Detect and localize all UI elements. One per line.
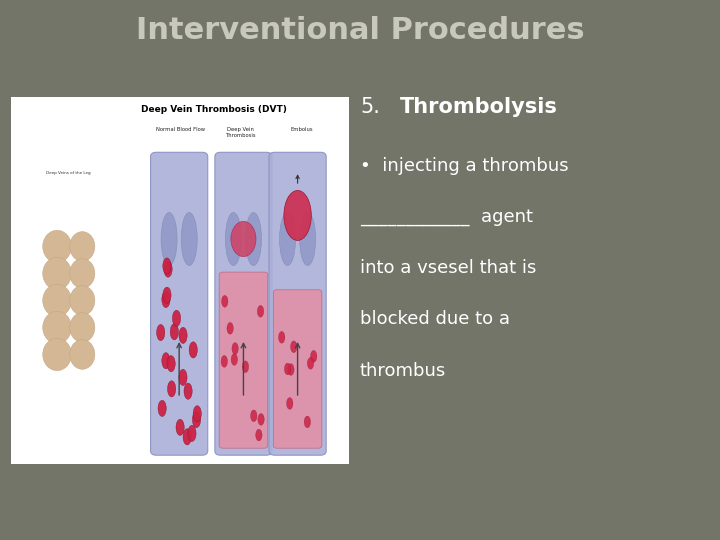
Ellipse shape (70, 259, 95, 288)
Ellipse shape (221, 355, 228, 367)
Ellipse shape (70, 340, 95, 369)
Ellipse shape (284, 191, 311, 240)
Ellipse shape (231, 354, 238, 366)
Ellipse shape (70, 313, 95, 342)
Text: Deep Vein
Thrombosis: Deep Vein Thrombosis (225, 127, 256, 138)
Ellipse shape (307, 357, 314, 369)
Ellipse shape (232, 343, 238, 354)
Ellipse shape (300, 213, 315, 266)
Ellipse shape (193, 406, 202, 422)
Ellipse shape (257, 306, 264, 317)
Text: Embolus: Embolus (290, 127, 313, 132)
Ellipse shape (304, 416, 310, 428)
Ellipse shape (42, 257, 71, 289)
Ellipse shape (184, 383, 192, 399)
Ellipse shape (227, 322, 233, 334)
FancyBboxPatch shape (274, 290, 322, 448)
Ellipse shape (192, 411, 201, 428)
FancyBboxPatch shape (215, 152, 272, 455)
Ellipse shape (284, 363, 291, 375)
Text: •  injecting a thrombus: • injecting a thrombus (360, 157, 569, 174)
Ellipse shape (167, 355, 175, 372)
Ellipse shape (179, 327, 187, 343)
Ellipse shape (42, 284, 71, 316)
Ellipse shape (310, 350, 317, 362)
Ellipse shape (42, 311, 71, 343)
Ellipse shape (162, 353, 170, 369)
Text: into a vsesel that is: into a vsesel that is (360, 259, 536, 277)
FancyBboxPatch shape (269, 152, 326, 455)
Text: Interventional Procedures: Interventional Procedures (135, 16, 585, 45)
Ellipse shape (176, 419, 184, 435)
Text: 5.: 5. (360, 97, 380, 117)
Ellipse shape (279, 213, 295, 266)
FancyBboxPatch shape (150, 152, 208, 455)
Ellipse shape (42, 338, 71, 370)
Ellipse shape (189, 342, 197, 358)
Ellipse shape (170, 323, 179, 340)
Ellipse shape (242, 361, 248, 373)
Ellipse shape (287, 397, 293, 409)
Ellipse shape (70, 232, 95, 261)
FancyBboxPatch shape (11, 97, 349, 464)
Ellipse shape (279, 332, 285, 343)
Ellipse shape (179, 369, 187, 386)
Ellipse shape (163, 287, 171, 303)
Ellipse shape (70, 286, 95, 315)
Ellipse shape (162, 292, 170, 308)
Ellipse shape (164, 261, 172, 277)
FancyBboxPatch shape (219, 272, 268, 448)
Ellipse shape (288, 363, 294, 375)
Ellipse shape (161, 213, 177, 266)
Ellipse shape (181, 213, 197, 266)
Ellipse shape (158, 400, 166, 416)
Ellipse shape (222, 295, 228, 307)
Ellipse shape (246, 213, 261, 266)
Ellipse shape (231, 221, 256, 256)
Ellipse shape (188, 426, 196, 442)
Ellipse shape (291, 341, 297, 353)
Text: blocked due to a: blocked due to a (360, 310, 510, 328)
Ellipse shape (225, 213, 241, 266)
Ellipse shape (251, 410, 257, 422)
Ellipse shape (183, 429, 192, 445)
Ellipse shape (172, 310, 181, 326)
Text: Deep Veins of the Leg: Deep Veins of the Leg (46, 171, 91, 174)
Ellipse shape (256, 429, 262, 441)
Ellipse shape (168, 381, 176, 397)
Text: ____________  agent: ____________ agent (360, 208, 533, 226)
Ellipse shape (258, 414, 264, 426)
Ellipse shape (156, 325, 165, 341)
Ellipse shape (163, 258, 171, 274)
Text: Normal Blood Flow: Normal Blood Flow (156, 127, 204, 132)
Ellipse shape (42, 230, 71, 262)
Text: thrombus: thrombus (360, 362, 446, 380)
Text: Deep Vein Thrombosis (DVT): Deep Vein Thrombosis (DVT) (141, 105, 287, 114)
Text: Thrombolysis: Thrombolysis (400, 97, 557, 117)
